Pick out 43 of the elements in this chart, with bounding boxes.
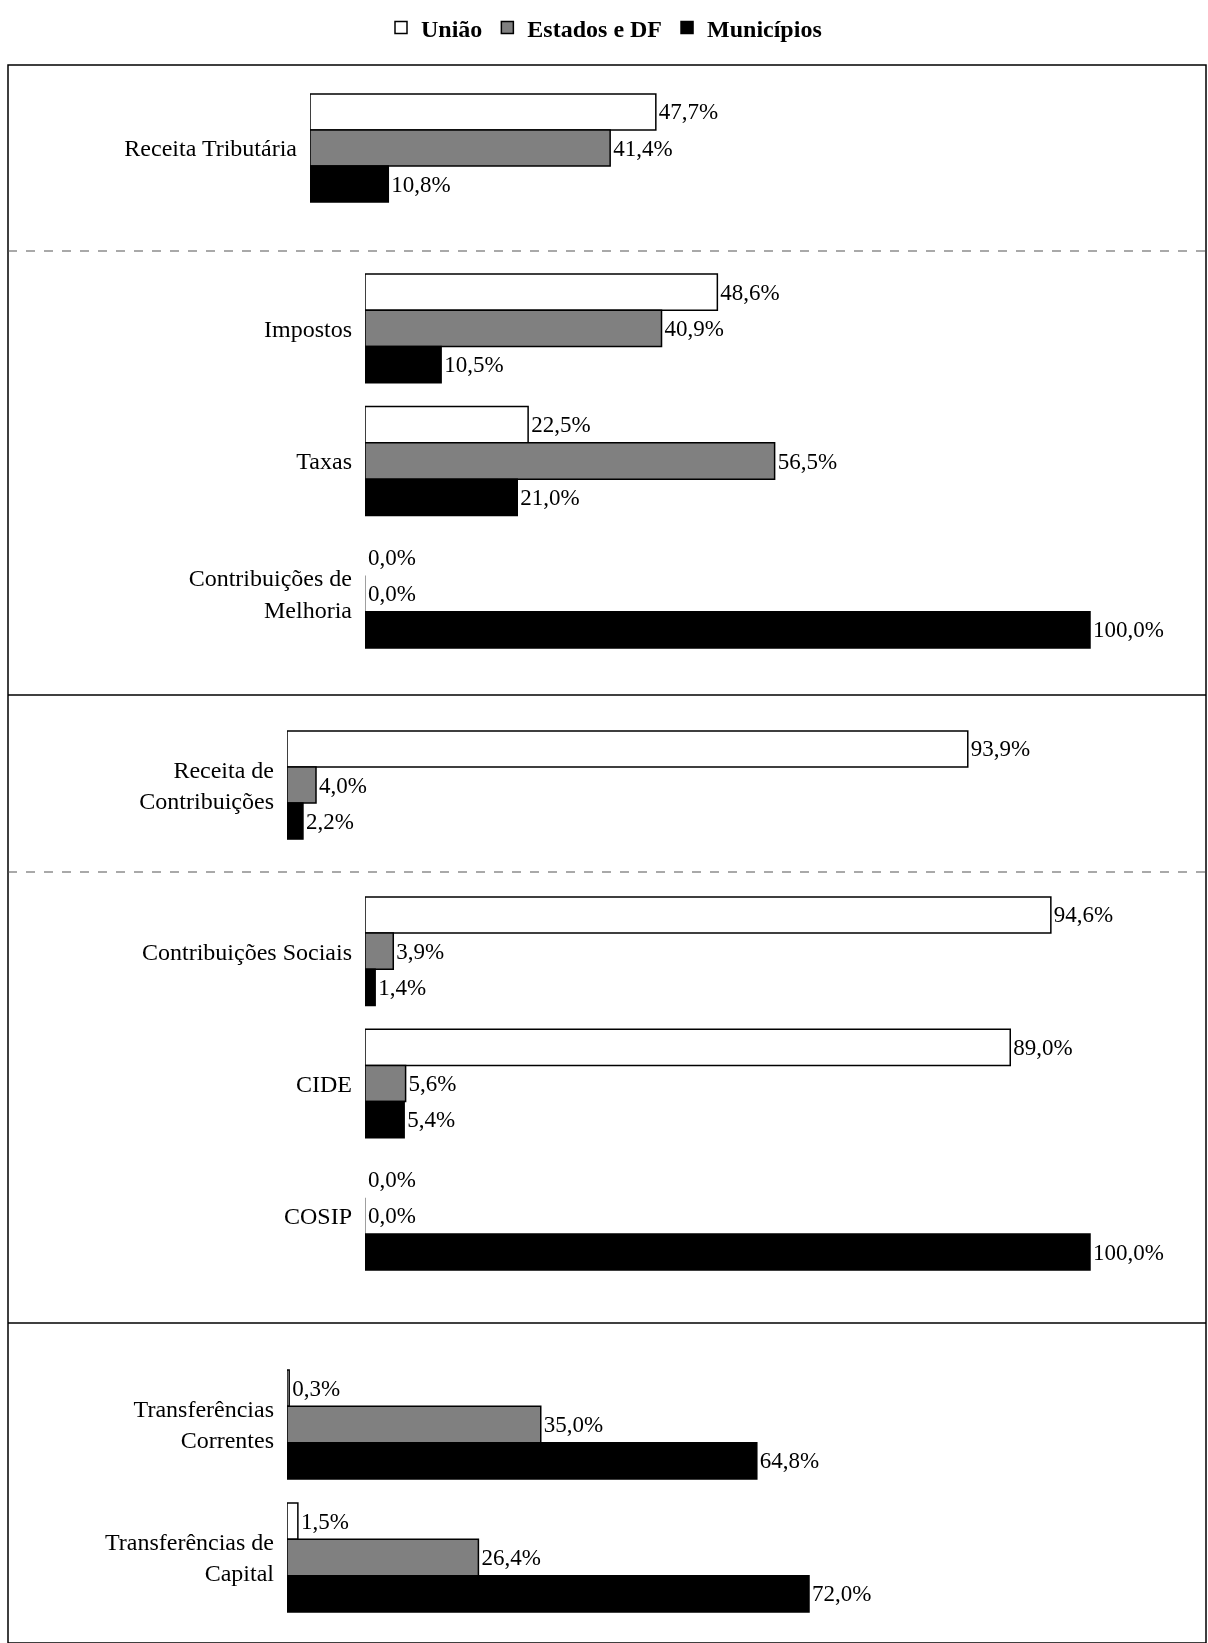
y-tick-label: Impostos <box>263 315 352 342</box>
y-tick-label: Transferências Correntes <box>133 1396 274 1454</box>
data-label: 22,5% <box>531 412 591 438</box>
y-tick-label: Taxas <box>296 448 352 475</box>
data-label: 64,8% <box>759 1448 820 1474</box>
y-tick-label: Transferências de Capital <box>104 1529 275 1587</box>
data-label: 0,3% <box>292 1375 341 1401</box>
data-label: 40,9% <box>664 315 724 341</box>
legend-label: Municípios <box>707 15 822 42</box>
data-label: 3,9% <box>396 938 445 964</box>
data-label: 56,5% <box>777 448 838 474</box>
data-label: 41,4% <box>613 135 673 161</box>
data-label: 5,4% <box>407 1107 456 1133</box>
data-label: 100,0% <box>1093 617 1164 643</box>
data-label: 21,0% <box>520 484 580 510</box>
data-label: 10,5% <box>444 352 504 378</box>
data-label: 1,4% <box>378 974 427 1000</box>
data-label: 1,5% <box>300 1508 349 1534</box>
data-label: 100,0% <box>1093 1239 1164 1265</box>
data-label: 10,8% <box>391 171 451 197</box>
data-label: 0,0% <box>368 544 416 570</box>
y-tick-label: Contribuições de Melhoria <box>188 565 353 623</box>
legend-label: Estados e DF <box>527 15 663 42</box>
y-tick-label: CIDE <box>296 1070 352 1097</box>
data-label: 4,0% <box>319 772 367 798</box>
data-label: 35,0% <box>543 1412 604 1437</box>
y-tick-label: Contribuições Sociais <box>142 938 352 965</box>
data-label: 48,6% <box>720 279 780 305</box>
data-label: 72,0% <box>812 1581 872 1607</box>
y-tick-label: COSIP <box>283 1203 352 1230</box>
y-tick-label: Receita de Contribuições <box>139 756 274 814</box>
data-label: 0,0% <box>368 1167 416 1193</box>
y-tick-label: Receita Tributária <box>124 135 298 162</box>
data-label: 93,9% <box>970 736 1031 762</box>
data-label: 47,7% <box>658 99 719 125</box>
legend-label: União <box>421 15 483 42</box>
data-label: 0,0% <box>368 581 416 607</box>
data-label: 26,4% <box>481 1545 541 1570</box>
data-label: 89,0% <box>1013 1034 1073 1060</box>
data-label: 2,2% <box>305 808 354 834</box>
data-label: 5,6% <box>408 1071 457 1096</box>
data-label: 94,6% <box>1053 902 1114 928</box>
data-label: 0,0% <box>368 1203 416 1229</box>
